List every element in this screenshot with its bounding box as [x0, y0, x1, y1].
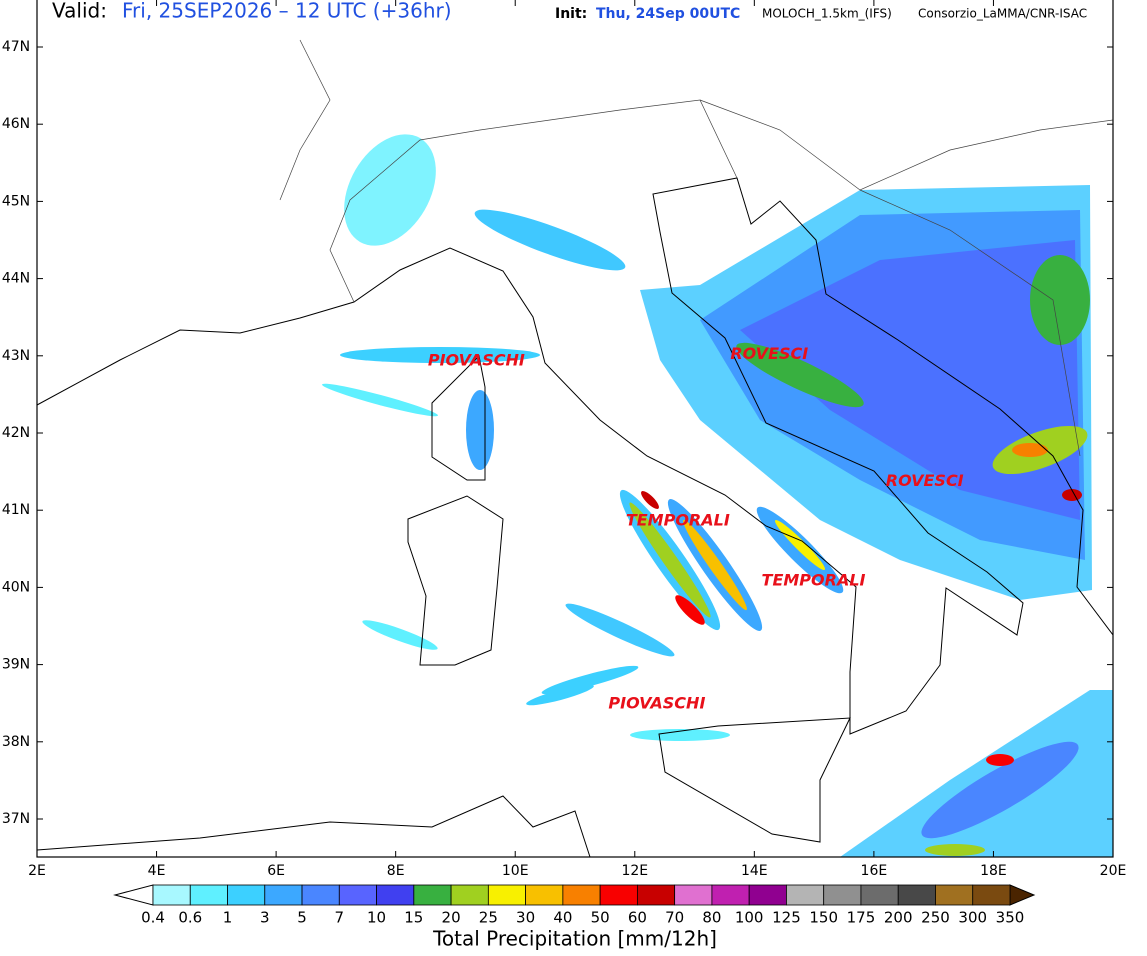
- model-name: MOLOCH_1.5km_(IFS): [762, 7, 892, 21]
- colorbar-label: 200: [884, 909, 913, 927]
- annotation: ROVESCI: [730, 344, 808, 363]
- precip-cell: [1030, 255, 1090, 345]
- colorbar-label: 3: [260, 909, 270, 927]
- valid-time: Fri, 25SEP2026 – 12 UTC (+36hr): [122, 0, 452, 23]
- lon-label: 18E: [980, 863, 1007, 879]
- lon-label: 6E: [267, 863, 285, 879]
- precip-cell: [736, 342, 864, 408]
- colorbar-box: [748, 884, 787, 906]
- lat-label: 38N: [2, 734, 30, 750]
- colorbar-box: [935, 884, 974, 906]
- lat-label: 39N: [2, 657, 30, 673]
- lon-label: 2E: [28, 863, 46, 879]
- source: Consorzio_LaMMA/CNR-ISAC: [918, 7, 1087, 21]
- coastlines: [37, 177, 1113, 857]
- precipitation-field: [37, 39, 1113, 857]
- colorbar-label: 350: [996, 909, 1025, 927]
- lon-label: 14E: [741, 863, 768, 879]
- colorbar-label: 80: [702, 909, 721, 927]
- colorbar-label: 5: [297, 909, 307, 927]
- colorbar-box: [227, 884, 266, 906]
- lat-label: 46N: [2, 116, 30, 132]
- colorbar-box: [301, 884, 340, 906]
- colorbar-label: 150: [809, 909, 838, 927]
- map: [36, 0, 1114, 858]
- precip-cell: [986, 754, 1014, 766]
- colorbar-box: [487, 884, 527, 906]
- annotation: PIOVASCHI: [428, 351, 525, 370]
- lat-label: 43N: [2, 348, 30, 364]
- precip-cell: [925, 844, 985, 856]
- colorbar-label: 40: [553, 909, 572, 927]
- colorbar-label: 30: [516, 909, 535, 927]
- colorbar-label: 70: [665, 909, 684, 927]
- lon-label: 4E: [148, 863, 166, 879]
- colorbar-box: [897, 884, 936, 906]
- colorbar-box: [674, 884, 713, 906]
- colorbar-box: [972, 884, 1011, 906]
- lat-label: 45N: [2, 193, 30, 209]
- colorbar-box: [450, 884, 489, 906]
- colorbar-label: 60: [628, 909, 647, 927]
- colorbar-label: 0.4: [141, 909, 165, 927]
- colorbar-label: 100: [735, 909, 764, 927]
- valid-label: Valid:: [52, 0, 107, 23]
- annotation: TEMPORALI: [762, 571, 866, 590]
- colorbar-box: [189, 884, 228, 906]
- lat-label: 37N: [2, 811, 30, 827]
- colorbar-box: [413, 884, 452, 906]
- colorbar-label: 125: [772, 909, 801, 927]
- colorbar-label: 25: [479, 909, 498, 927]
- colorbar-box: [823, 884, 862, 906]
- lon-label: 16E: [861, 863, 888, 879]
- colorbar-label: 20: [442, 909, 461, 927]
- colorbar-label: 0.6: [178, 909, 202, 927]
- lon-label: 10E: [502, 863, 529, 879]
- annotation: ROVESCI: [886, 471, 964, 490]
- colorbar-box: [636, 884, 676, 906]
- colorbar-box: [525, 884, 564, 906]
- colorbar-label: 7: [335, 909, 345, 927]
- colorbar-box: [599, 884, 638, 906]
- precip-cell: [1012, 443, 1048, 457]
- colorbar-label: 300: [958, 909, 987, 927]
- precip-area: [740, 240, 1080, 520]
- precip-area: [840, 690, 1113, 857]
- colorbar-box: [376, 884, 415, 906]
- lat-label: 47N: [2, 39, 30, 55]
- colorbar-box: [152, 884, 191, 906]
- annotation: TEMPORALI: [626, 511, 730, 530]
- colorbar-box: [338, 884, 377, 906]
- colorbar-box: [562, 884, 601, 906]
- init-time: Thu, 24Sep 00UTC: [596, 6, 740, 22]
- colorbar-label: 10: [367, 909, 386, 927]
- lon-label: 20E: [1100, 863, 1127, 879]
- precip-cell: [921, 741, 1079, 839]
- annotation: PIOVASCHI: [608, 693, 705, 712]
- colorbar-label: 1: [223, 909, 233, 927]
- colorbar-label: 250: [921, 909, 950, 927]
- lat-label: 41N: [2, 502, 30, 518]
- init-label: Init:: [555, 6, 587, 22]
- colorbar-label: 50: [591, 909, 610, 927]
- storm-streaks: [541, 489, 844, 741]
- colorbar-box: [786, 884, 825, 906]
- lon-label: 12E: [621, 863, 648, 879]
- precip-cell: [1062, 489, 1082, 501]
- lat-label: 40N: [2, 579, 30, 595]
- lon-label: 8E: [387, 863, 405, 879]
- borders: [279, 39, 1113, 457]
- colorbar-box: [711, 884, 750, 906]
- colorbar-box: [264, 884, 303, 906]
- colorbar-title: Total Precipitation [mm/12h]: [432, 927, 717, 951]
- light-showers: [322, 134, 626, 706]
- lat-label: 42N: [2, 425, 30, 441]
- colorbar-label: 175: [847, 909, 876, 927]
- colorbar-box: [860, 884, 899, 906]
- map-frame: [36, 0, 1114, 858]
- lat-label: 44N: [2, 271, 30, 287]
- colorbar-label: 15: [404, 909, 423, 927]
